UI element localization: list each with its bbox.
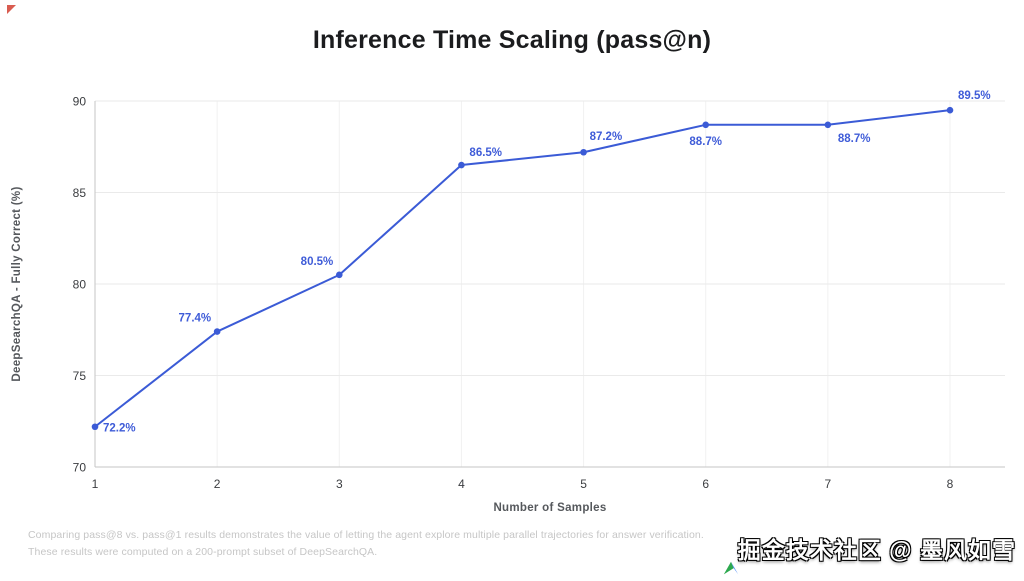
y-tick-label: 75 bbox=[73, 369, 87, 383]
data-point-label: 88.7% bbox=[689, 136, 722, 148]
y-tick-label: 85 bbox=[73, 186, 87, 200]
data-point-label: 80.5% bbox=[301, 256, 334, 268]
chart-title: Inference Time Scaling (pass@n) bbox=[312, 26, 712, 54]
x-tick-label: 1 bbox=[92, 477, 99, 491]
data-point-marker bbox=[580, 148, 587, 156]
footnote-line-2: These results were computed on a 200-pro… bbox=[28, 546, 378, 558]
data-point-label: 88.7% bbox=[838, 133, 871, 145]
x-tick-label: 3 bbox=[336, 477, 343, 491]
x-axis-title: Number of Samples bbox=[493, 502, 606, 514]
data-point-marker bbox=[91, 423, 99, 431]
y-tick-label: 70 bbox=[73, 461, 87, 475]
corner-mark-icon bbox=[7, 5, 16, 14]
data-point-marker bbox=[824, 121, 832, 129]
footnote: Comparing pass@8 vs. pass@1 results demo… bbox=[28, 527, 1008, 561]
data-point-label: 72.2% bbox=[103, 423, 136, 435]
watermark-logo-icon bbox=[723, 561, 739, 575]
footnote-line-1: Comparing pass@8 vs. pass@1 results demo… bbox=[28, 529, 704, 541]
series-line bbox=[94, 109, 951, 428]
x-tick-label: 6 bbox=[702, 477, 709, 491]
data-point-label: 87.2% bbox=[590, 131, 623, 143]
line-chart: 70 75 80 85 90 1 2 3 4 5 6 7 8 72.2% 77.4% 80.5% 86.5% 87… bbox=[11, 90, 1005, 514]
x-tick-label: 4 bbox=[458, 477, 465, 491]
data-point-marker bbox=[702, 121, 710, 129]
data-point-marker bbox=[335, 271, 343, 279]
x-tick-label: 5 bbox=[580, 477, 587, 491]
y-axis-title: DeepSearchQA - Fully Correct (%) bbox=[11, 186, 23, 381]
data-point-marker bbox=[213, 328, 221, 335]
data-point-marker bbox=[946, 106, 954, 114]
x-tick-label: 7 bbox=[825, 477, 832, 491]
y-tick-label: 90 bbox=[73, 95, 87, 109]
x-tick-label: 8 bbox=[947, 477, 954, 491]
data-point-label: 86.5% bbox=[469, 147, 502, 159]
y-tick-label: 80 bbox=[73, 278, 87, 292]
watermark-text: 掘金技术社区 @ 墨风如雪 bbox=[737, 537, 1016, 563]
data-point-label: 77.4% bbox=[179, 313, 212, 325]
data-point-marker bbox=[458, 161, 465, 169]
x-tick-label: 2 bbox=[214, 477, 221, 491]
data-point-label: 89.5% bbox=[958, 90, 991, 102]
